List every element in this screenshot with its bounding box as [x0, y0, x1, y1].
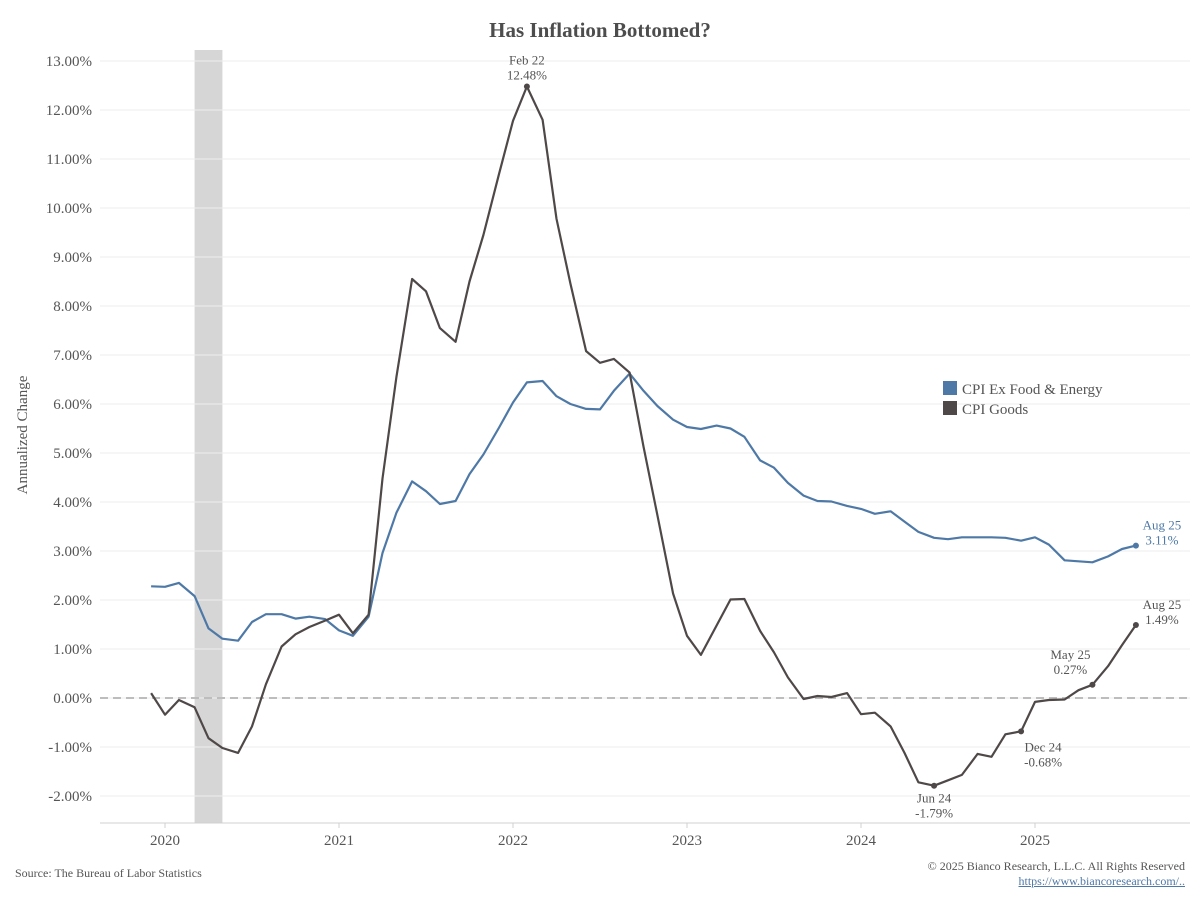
y-tick-label: 11.00%: [46, 152, 92, 168]
annotation-label: Feb 22: [509, 52, 545, 67]
copyright-note: © 2025 Bianco Research, L.L.C. All Right…: [927, 859, 1185, 873]
annotation-point: [523, 83, 530, 90]
x-tick-label: 2023: [672, 833, 702, 849]
annotation-label: May 25: [1050, 647, 1090, 662]
annotation-value: 3.11%: [1145, 533, 1178, 548]
y-tick-label: 2.00%: [53, 593, 92, 609]
annotation-point: [931, 782, 938, 789]
series-line-cpi-goods: [150, 85, 1137, 787]
y-tick-label: 5.00%: [53, 446, 92, 462]
legend-label: CPI Goods: [962, 402, 1028, 418]
x-tick-label: 2025: [1020, 833, 1050, 849]
annotation-value: -0.68%: [1024, 754, 1062, 769]
recession-band: [194, 50, 223, 823]
x-tick-label: 2022: [498, 833, 528, 849]
chart-title: Has Inflation Bottomed?: [489, 18, 711, 42]
legend-swatch: [943, 381, 957, 395]
y-tick-label: 9.00%: [53, 250, 92, 266]
y-tick-label: 10.00%: [46, 201, 92, 217]
annotation-label: Aug 25: [1143, 518, 1182, 533]
x-tick-label: 2021: [324, 833, 354, 849]
legend: CPI Ex Food & Energy CPI Goods: [943, 381, 1103, 418]
annotation-label: Dec 24: [1024, 739, 1062, 754]
series-line-cpi-ex-food-energy: [151, 372, 1137, 642]
annotation-value: 12.48%: [507, 67, 547, 82]
annotation-value: -1.79%: [915, 806, 953, 821]
y-tick-label: 3.00%: [53, 544, 92, 560]
annotation-label: Jun 24: [917, 791, 952, 806]
y-tick-label: 12.00%: [46, 103, 92, 119]
y-tick-label: -2.00%: [48, 789, 92, 805]
annotation-point: [1018, 728, 1025, 735]
website-link-text[interactable]: https://www.biancoresearch.com/..: [1018, 874, 1185, 888]
annotation-point: [1132, 542, 1139, 549]
y-tick-label: 6.00%: [53, 397, 92, 413]
annotation-label: Aug 25: [1143, 597, 1182, 612]
annotation-value: 1.49%: [1145, 612, 1179, 627]
legend-swatch: [943, 401, 957, 415]
source-note: Source: The Bureau of Labor Statistics: [15, 866, 202, 880]
y-tick-label: 4.00%: [53, 495, 92, 511]
annotation-value: 0.27%: [1054, 662, 1088, 677]
x-tick-label: 2024: [846, 833, 877, 849]
legend-label: CPI Ex Food & Energy: [962, 382, 1103, 398]
y-tick-label: 13.00%: [46, 54, 92, 70]
x-tick-label: 2020: [150, 833, 180, 849]
website-link[interactable]: https://www.biancoresearch.com/..: [1018, 874, 1185, 889]
y-tick-label: -1.00%: [48, 740, 92, 756]
annotation-point: [1132, 621, 1139, 628]
y-tick-label: 0.00%: [53, 691, 92, 707]
annotation-point: [1089, 681, 1096, 688]
y-axis-label: Annualized Change: [15, 375, 31, 494]
y-tick-label: 8.00%: [53, 299, 92, 315]
y-tick-label: 1.00%: [53, 642, 92, 658]
plot-area: 13.00% 12.00% 11.00% 10.00% 9.00% 8.00% 7.00% 6…: [46, 50, 1190, 849]
y-tick-label: 7.00%: [53, 348, 92, 364]
